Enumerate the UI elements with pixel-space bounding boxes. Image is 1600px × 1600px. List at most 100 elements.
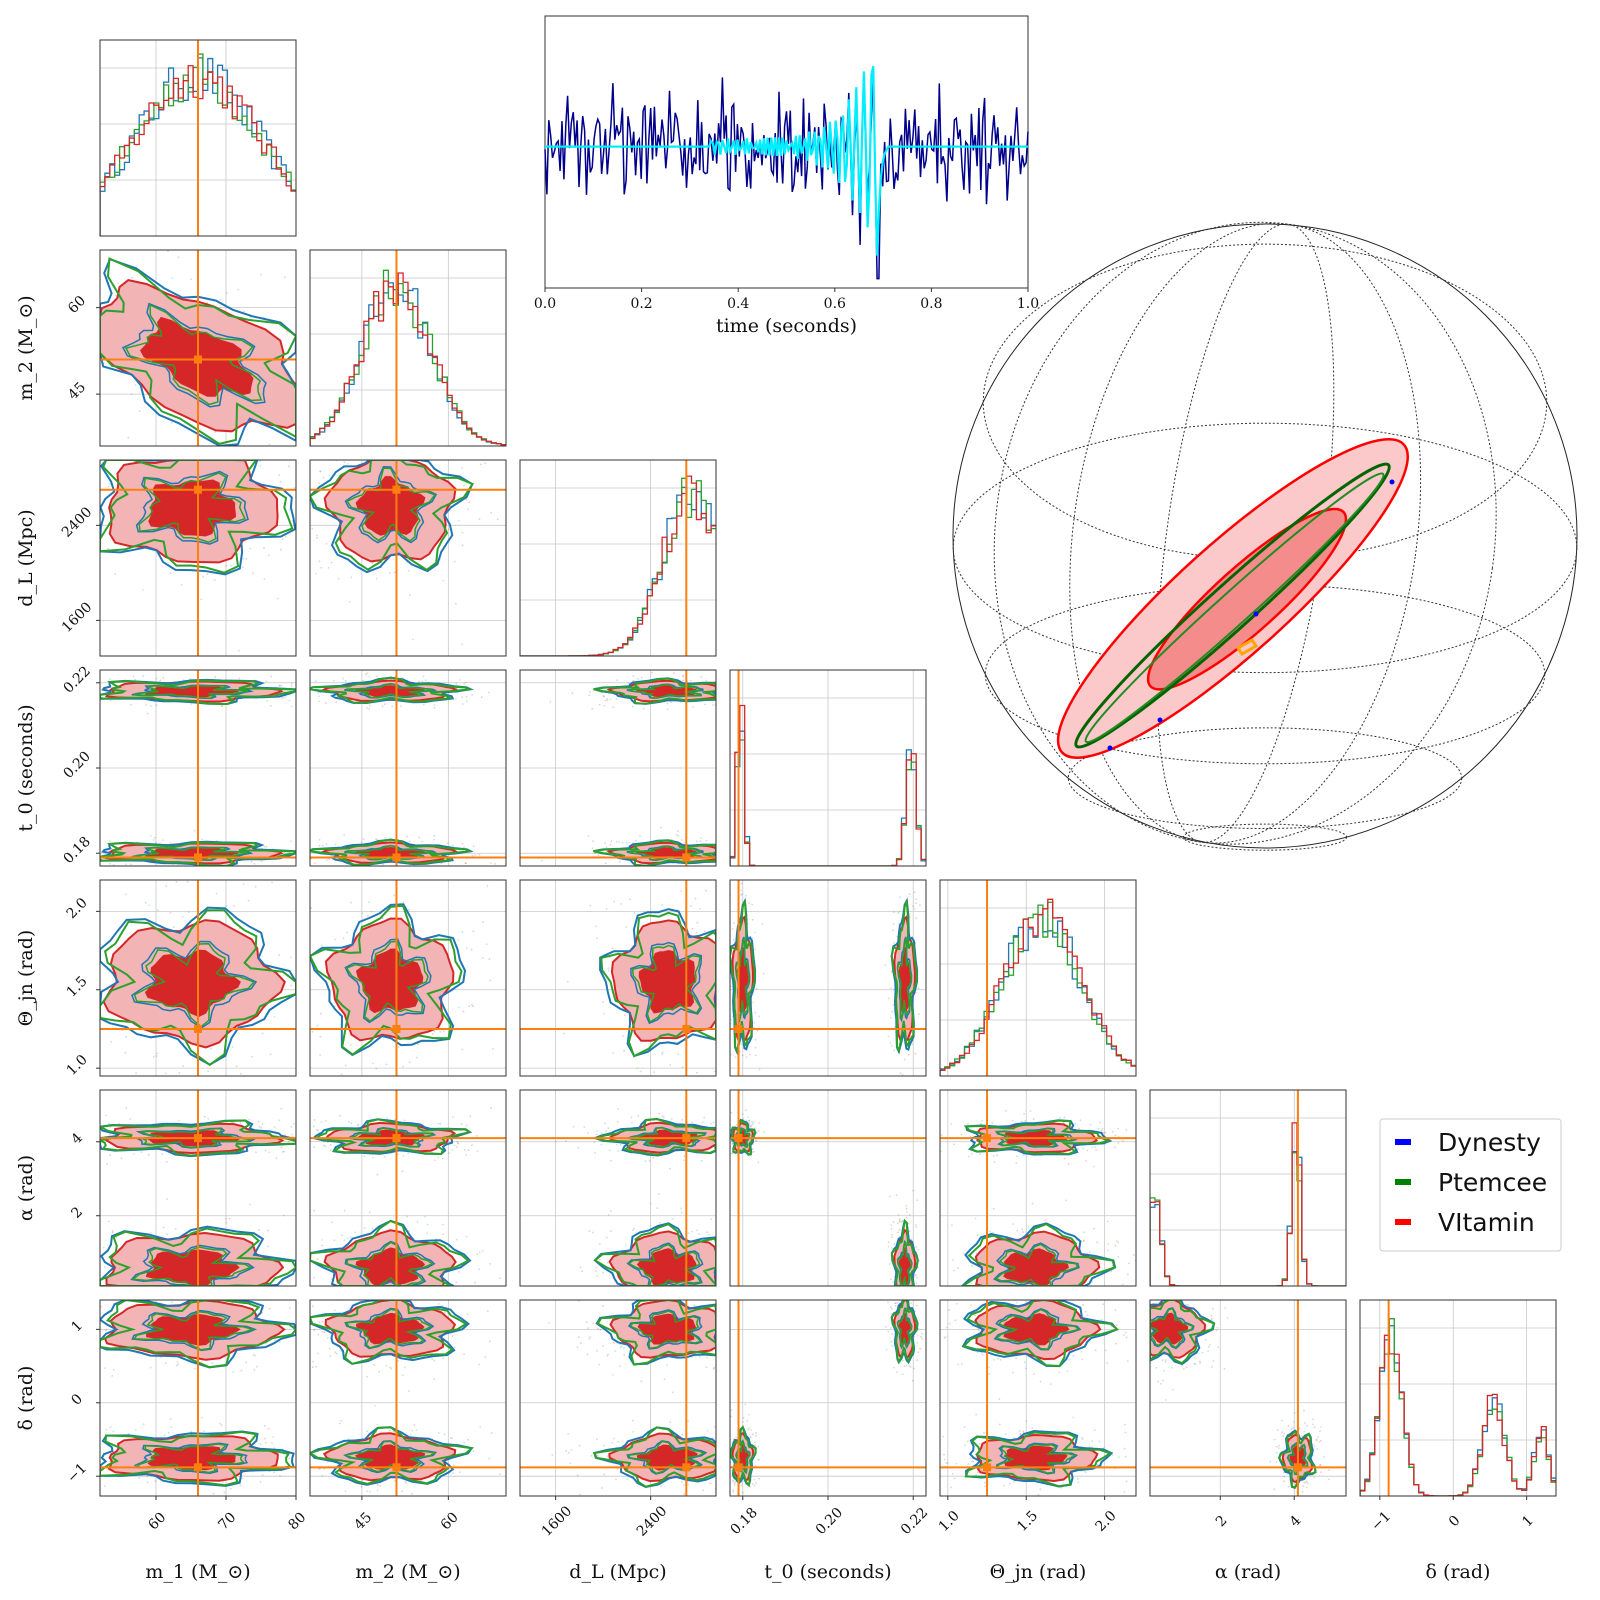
sample-point: [595, 937, 598, 940]
sample-point: [278, 684, 281, 687]
truth-marker: [392, 485, 401, 494]
sample-point: [306, 1060, 308, 1062]
sample-point: [907, 1222, 910, 1225]
sample-point: [313, 1209, 315, 1212]
sample-point: [306, 932, 308, 934]
sample-point: [632, 1227, 635, 1230]
sample-point: [633, 912, 636, 914]
sample-point: [612, 1297, 614, 1299]
sample-point: [315, 1129, 318, 1132]
sample-point: [474, 1281, 476, 1284]
sample-point: [892, 1221, 895, 1223]
sample-point: [755, 1140, 758, 1142]
sample-point: [681, 1066, 684, 1069]
sample-point: [940, 1134, 943, 1136]
sample-point: [56, 1151, 58, 1153]
sample-point: [912, 1293, 914, 1295]
sample-point: [77, 1427, 79, 1429]
sample-point: [368, 901, 370, 903]
sample-point: [730, 1152, 733, 1155]
sample-point: [657, 1078, 659, 1080]
sample-point: [724, 1003, 726, 1005]
sample-point: [150, 1232, 152, 1234]
sample-point: [661, 1053, 663, 1056]
sample-point: [888, 1322, 890, 1324]
sample-point: [692, 706, 695, 708]
sample-point: [278, 954, 281, 956]
sample-point: [898, 1218, 901, 1221]
sample-point: [142, 675, 145, 677]
sample-point: [202, 575, 205, 578]
sample-point: [146, 1475, 149, 1478]
sample-point: [58, 1420, 60, 1422]
sample-point: [579, 1266, 582, 1269]
sample-point: [146, 712, 149, 715]
sample-point: [383, 1155, 386, 1158]
sample-point: [455, 1238, 458, 1241]
sample-point: [426, 1232, 429, 1235]
sample-point: [478, 1268, 481, 1271]
sample-point: [702, 1097, 704, 1099]
sample-point: [1082, 1147, 1085, 1150]
sample-point: [491, 867, 493, 869]
sample-point: [732, 938, 735, 941]
sample-point: [1125, 1129, 1128, 1131]
sample-point: [78, 1262, 80, 1264]
sample-point: [914, 1052, 917, 1055]
sample-point: [317, 365, 319, 367]
sample-point: [220, 1424, 223, 1426]
sample-point: [710, 1123, 712, 1125]
sample-point: [951, 1224, 953, 1227]
sample-point: [571, 692, 574, 695]
sample-point: [425, 679, 427, 682]
sample-point: [695, 877, 697, 879]
sample-point: [107, 485, 110, 488]
sample-point: [255, 1151, 257, 1154]
sample-point: [88, 545, 90, 547]
sample-point: [733, 922, 735, 924]
sample-point: [239, 1122, 242, 1124]
ptemcee-contour: [310, 838, 473, 866]
sample-point: [89, 698, 91, 700]
sample-point: [330, 561, 333, 564]
sample-point: [85, 1042, 87, 1044]
sample-point: [889, 1195, 892, 1198]
sample-point: [726, 978, 728, 980]
sample-point: [897, 1231, 899, 1234]
sample-point: [642, 869, 644, 871]
sample-point: [459, 679, 461, 681]
sample-point: [161, 443, 163, 445]
sample-point: [907, 1290, 909, 1292]
sample-point: [363, 388, 365, 390]
sample-point: [213, 579, 216, 581]
sample-point: [53, 1330, 55, 1332]
sample-point: [418, 456, 420, 458]
sample-point: [971, 1152, 973, 1155]
sample-point: [126, 1095, 128, 1097]
sample-point: [642, 707, 645, 710]
sample-point: [324, 1120, 327, 1122]
ptemcee-contour: [897, 1240, 913, 1286]
sample-point: [623, 1049, 625, 1052]
sample-point: [700, 676, 703, 679]
sample-point: [607, 1127, 610, 1129]
sample-point: [68, 697, 70, 699]
sample-point: [710, 866, 712, 868]
sample-point: [169, 842, 172, 845]
sample-point: [461, 842, 464, 845]
sample-point: [908, 893, 911, 896]
sample-point: [1032, 1118, 1035, 1121]
sample-point: [596, 1130, 598, 1133]
truth-marker: [392, 1024, 401, 1033]
sample-point: [40, 693, 42, 695]
sample-point: [1022, 1154, 1025, 1156]
panel-frame: [1149, 1089, 1347, 1287]
ptemcee-contour: [631, 944, 702, 1024]
sample-point: [313, 862, 316, 864]
sample-point: [242, 557, 245, 560]
sample-point: [168, 1431, 170, 1434]
sample-point: [259, 1480, 262, 1483]
sample-point: [1020, 1120, 1023, 1123]
sample-point: [731, 844, 733, 846]
